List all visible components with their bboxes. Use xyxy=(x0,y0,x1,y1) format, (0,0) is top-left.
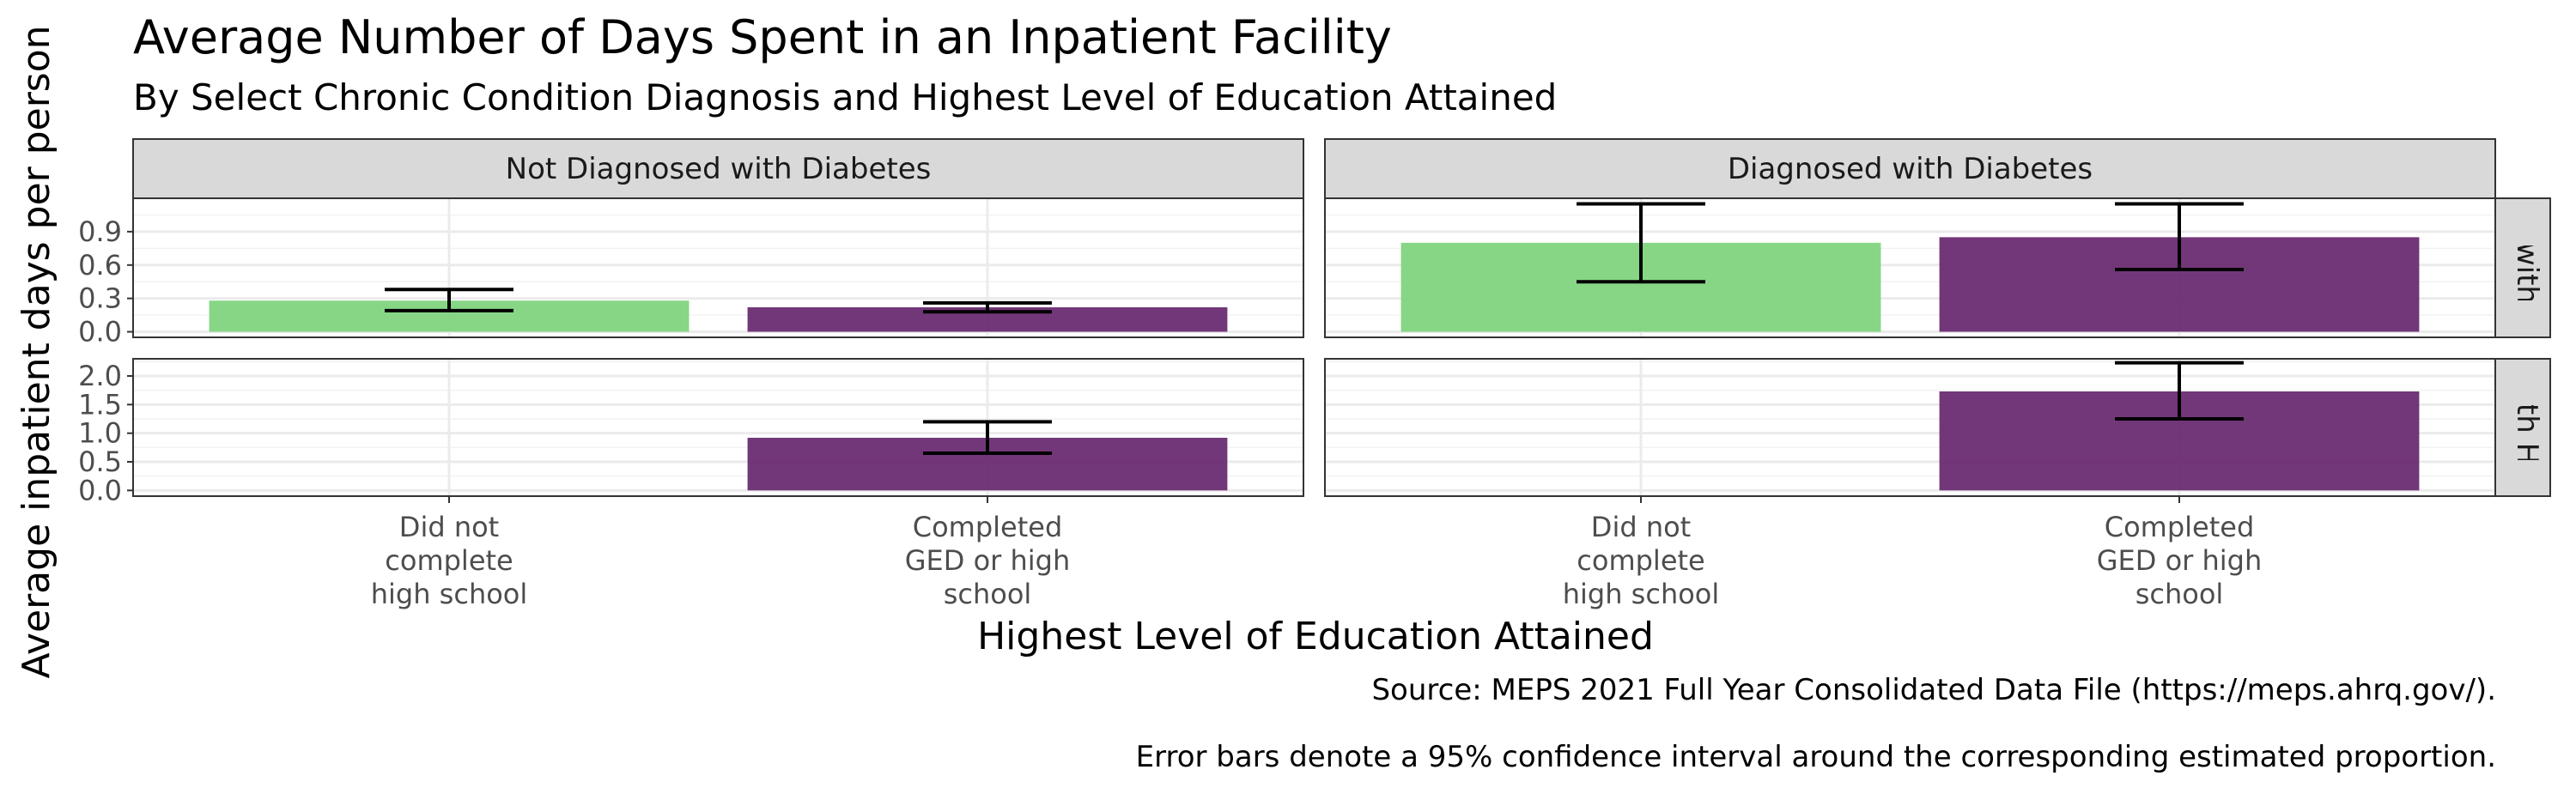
y-tick-label: 2.0 xyxy=(78,360,122,392)
y-tick-label: 1.5 xyxy=(78,388,122,421)
y-axis-title: Average inpatient days per person xyxy=(15,25,58,678)
plot-area: Not Diagnosed with Diabetes Diagnosed wit… xyxy=(78,17,2551,648)
facet-strip-row xyxy=(2494,358,2551,497)
y-tick-label: 1.0 xyxy=(78,417,122,450)
x-tick-label: Completed GED or high school xyxy=(905,511,1071,610)
x-tick-label: Completed GED or high school xyxy=(2097,511,2263,610)
facet-strip-column xyxy=(132,138,1304,199)
facet-panel-border xyxy=(132,197,1304,338)
facet-strip-row-label: Not Diagnosed with Heart Disease xyxy=(2510,17,2544,518)
facet-strip-column-label: Diagnosed with Diabetes xyxy=(1728,152,2093,186)
x-tick-label: Did not complete high school xyxy=(1563,511,1720,610)
x-axis-title: Highest Level of Education Attained xyxy=(977,615,1654,658)
y-tick-label: 0.3 xyxy=(78,282,122,315)
facet-strip-column xyxy=(1324,138,2496,199)
facet-strip-row xyxy=(2494,197,2551,338)
y-tick-label: 0.0 xyxy=(78,316,122,349)
chart-title: Average Number of Days Spent in an Inpat… xyxy=(133,10,1392,64)
y-tick-label: 0.9 xyxy=(78,215,122,248)
x-tick-label: Did not complete high school xyxy=(371,511,528,610)
y-tick-label: 0.0 xyxy=(78,474,122,506)
chart-subtitle: By Select Chronic Condition Diagnosis an… xyxy=(133,76,1557,118)
facet-strip-column-label: Not Diagnosed with Diabetes xyxy=(506,152,932,186)
source-caption: Source: MEPS 2021 Full Year Consolidated… xyxy=(1371,673,2496,707)
facet-strip-row-label: Diagnosed with Heart Disease xyxy=(2510,207,2544,648)
facet-panel-border xyxy=(132,358,1304,497)
error-bar-caption: Error bars denote a 95% confidence inter… xyxy=(1136,740,2496,774)
y-tick-label: 0.5 xyxy=(78,445,122,478)
y-tick-label: 0.6 xyxy=(78,249,122,282)
